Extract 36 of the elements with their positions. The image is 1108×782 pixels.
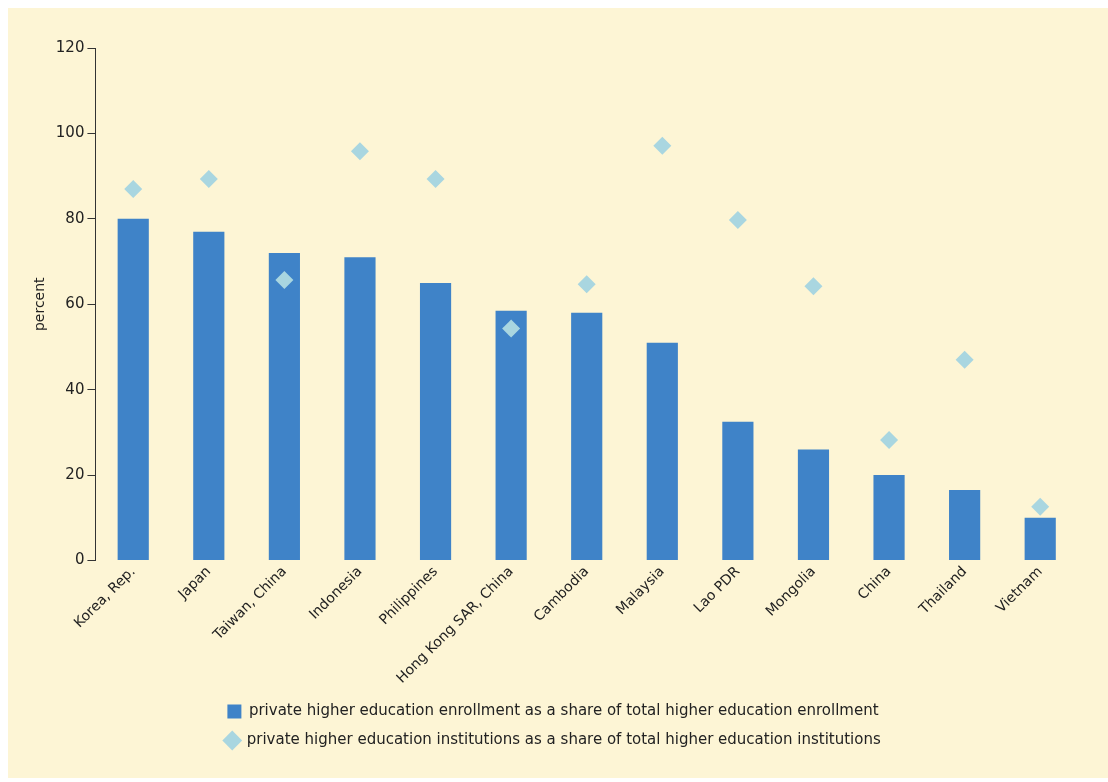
bar	[571, 312, 603, 560]
point	[350, 142, 369, 161]
y-tick-label: 0	[74, 550, 85, 569]
y-tick-label: 100	[55, 123, 85, 142]
point	[577, 275, 596, 294]
bar	[949, 490, 981, 560]
y-tick-label: 20	[65, 464, 85, 483]
point	[426, 170, 445, 189]
point	[728, 211, 747, 230]
bar	[268, 252, 300, 560]
legend-label: private higher education enrollment as a share of total higher education enrollment	[248, 701, 879, 720]
point	[502, 319, 521, 338]
point	[1031, 497, 1050, 516]
bar	[117, 218, 149, 560]
y-tick-label: 60	[65, 294, 85, 313]
bar	[797, 449, 830, 560]
point	[955, 350, 974, 369]
bar	[1024, 517, 1056, 560]
bar	[873, 475, 905, 560]
y-tick-label: 80	[65, 208, 85, 227]
bar	[344, 257, 376, 560]
point	[880, 431, 899, 450]
bar	[722, 421, 754, 560]
point	[124, 179, 143, 198]
point	[653, 136, 672, 155]
point	[199, 170, 218, 189]
y-axis-title: percent	[31, 276, 48, 332]
point	[275, 270, 294, 289]
bar	[495, 310, 527, 560]
y-tick-label: 120	[55, 37, 85, 56]
point	[804, 277, 823, 296]
bar	[646, 342, 678, 560]
y-tick-label: 40	[65, 379, 85, 398]
legend-label: private higher education institutions as a share of total higher education institutions	[246, 730, 881, 749]
bar	[193, 231, 225, 560]
bar	[419, 282, 452, 560]
